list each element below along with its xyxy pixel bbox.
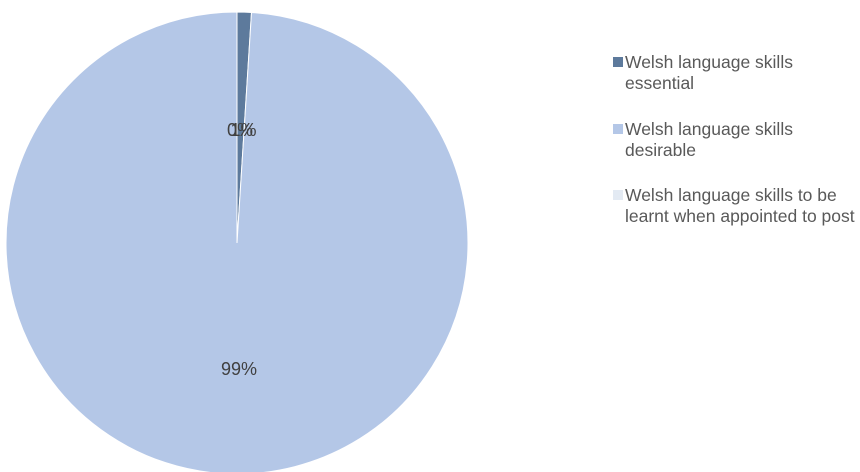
data-label-3: 0% [227,120,253,140]
legend-swatch-desirable [613,124,623,134]
data-label-2: 99% [221,359,257,379]
legend-label-essential: Welsh language skills essential [625,52,793,93]
legend-item-desirable: Welsh language skills desirable [611,119,860,161]
legend-label-desirable: Welsh language skills desirable [625,119,793,160]
legend-swatch-essential [613,57,623,67]
chart-legend: Welsh language skills essential Welsh la… [611,52,860,252]
pie-slices [5,11,469,472]
legend-item-essential: Welsh language skills essential [611,52,860,94]
data-label-1: 1% [231,120,257,140]
legend-swatch-learnt [613,190,623,200]
legend-label-learnt: Welsh language skills to be learnt when … [625,185,855,226]
legend-item-learnt: Welsh language skills to be learnt when … [611,185,860,227]
pie-data-labels: 1% 99% 0% [221,120,257,379]
